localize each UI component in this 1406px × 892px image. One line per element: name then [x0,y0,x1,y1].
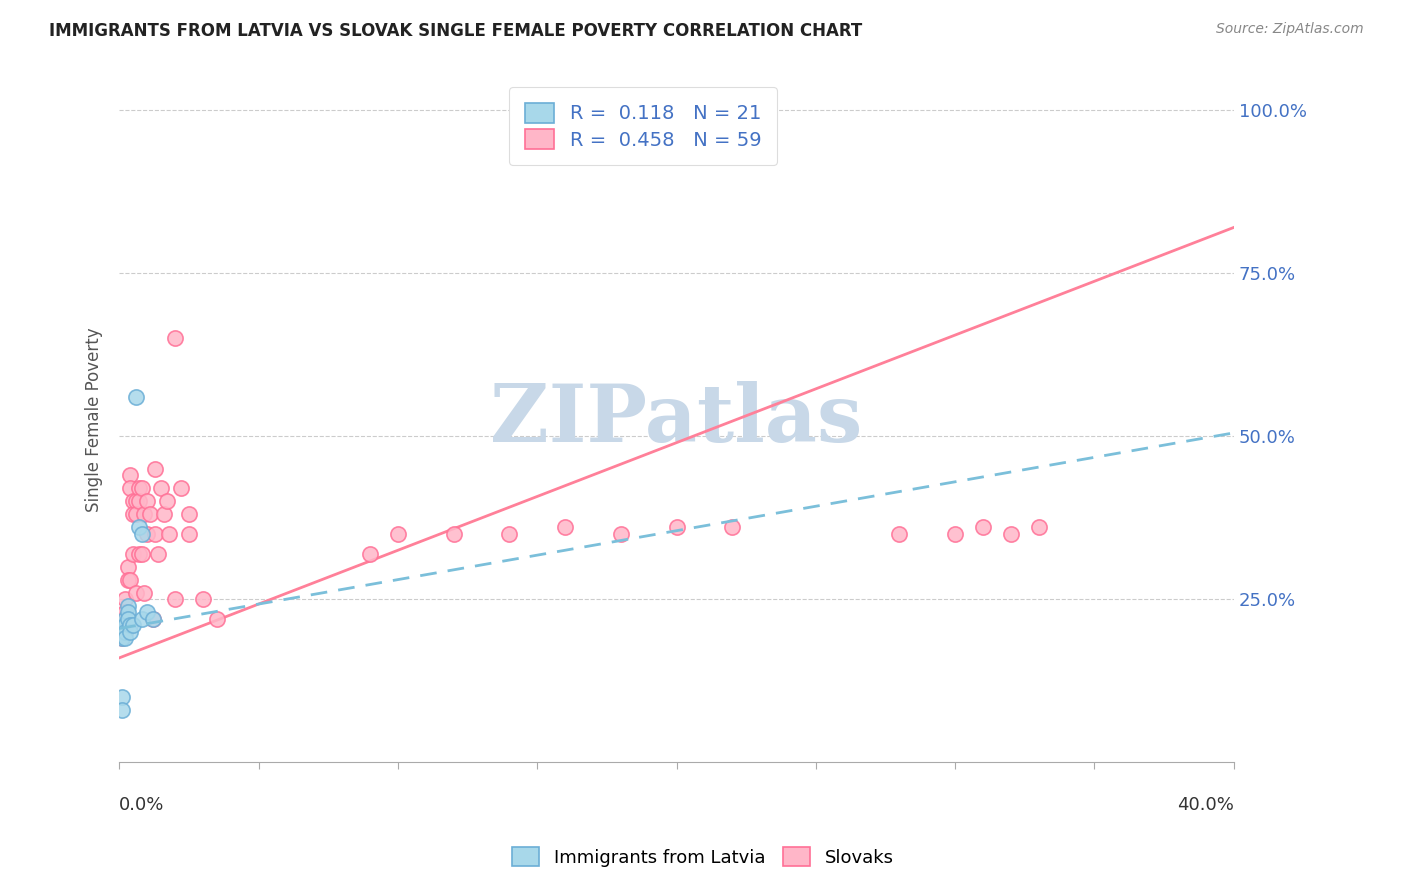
Point [943,527,966,541]
Point [117,573,139,587]
Point [498,527,520,541]
Point [136,605,159,619]
Point [125,390,148,404]
Point [111,612,134,626]
Point [120,468,142,483]
Point [125,585,148,599]
Point [114,612,136,626]
Point [120,481,142,495]
Point [205,612,228,626]
Point [134,585,156,599]
Text: 0.0%: 0.0% [120,797,165,814]
Point [117,605,139,619]
Point [111,624,134,639]
Point [665,520,688,534]
Legend: Immigrants from Latvia, Slovaks: Immigrants from Latvia, Slovaks [505,840,901,874]
Point [156,494,179,508]
Point [554,520,576,534]
Point [111,690,134,704]
Point [122,547,145,561]
Point [150,481,173,495]
Point [136,527,159,541]
Point [111,618,134,632]
Text: IMMIGRANTS FROM LATVIA VS SLOVAK SINGLE FEMALE POVERTY CORRELATION CHART: IMMIGRANTS FROM LATVIA VS SLOVAK SINGLE … [49,22,862,40]
Point [120,624,142,639]
Point [125,508,148,522]
Point [114,592,136,607]
Text: ZIPatlas: ZIPatlas [491,381,863,458]
Point [111,624,134,639]
Point [610,527,633,541]
Point [117,559,139,574]
Point [159,527,181,541]
Point [117,612,139,626]
Y-axis label: Single Female Poverty: Single Female Poverty [86,327,103,512]
Point [122,618,145,632]
Point [114,618,136,632]
Point [721,520,744,534]
Point [131,527,153,541]
Point [163,592,186,607]
Point [153,508,176,522]
Point [1028,520,1050,534]
Point [111,632,134,646]
Point [128,481,150,495]
Point [145,461,167,475]
Point [128,547,150,561]
Point [139,508,162,522]
Text: Source: ZipAtlas.com: Source: ZipAtlas.com [1216,22,1364,37]
Point [128,494,150,508]
Point [191,592,214,607]
Point [114,618,136,632]
Point [177,527,200,541]
Point [148,547,170,561]
Point [114,632,136,646]
Point [359,547,381,561]
Point [134,508,156,522]
Point [111,632,134,646]
Point [131,612,153,626]
Point [111,703,134,717]
Point [114,612,136,626]
Point [972,520,994,534]
Point [122,494,145,508]
Point [114,605,136,619]
Point [1000,527,1022,541]
Point [114,624,136,639]
Point [163,331,186,345]
Point [889,527,911,541]
Point [131,547,153,561]
Text: 40.0%: 40.0% [1177,797,1234,814]
Point [142,612,165,626]
Point [145,527,167,541]
Legend: R =  0.118   N = 21, R =  0.458   N = 59: R = 0.118 N = 21, R = 0.458 N = 59 [509,87,778,165]
Point [136,494,159,508]
Point [120,618,142,632]
Point [387,527,409,541]
Point [142,612,165,626]
Point [114,624,136,639]
Point [169,481,191,495]
Point [117,599,139,613]
Point [443,527,465,541]
Point [122,508,145,522]
Point [128,520,150,534]
Point [111,618,134,632]
Point [125,494,148,508]
Point [120,573,142,587]
Point [177,508,200,522]
Point [131,481,153,495]
